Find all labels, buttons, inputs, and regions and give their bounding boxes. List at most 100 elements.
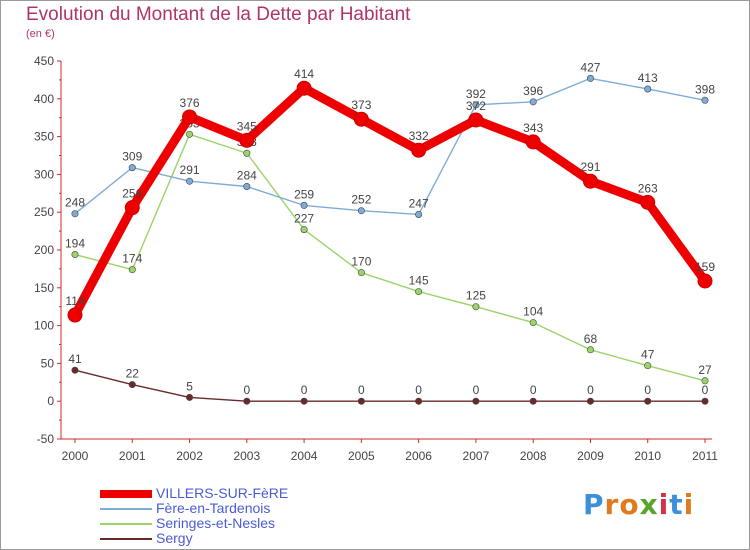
data-point (71, 210, 79, 218)
data-point (529, 397, 537, 405)
data-point (701, 96, 709, 104)
data-label: 392 (466, 87, 486, 101)
data-label: 22 (126, 367, 140, 381)
x-tick-label: 2004 (291, 449, 318, 463)
data-point (582, 173, 598, 189)
series-line (74, 133, 706, 382)
data-point (357, 269, 365, 277)
x-tick-label: 2009 (577, 449, 604, 463)
logo-letter: o (619, 488, 640, 521)
logo-letter: r (604, 488, 620, 521)
data-point (186, 393, 194, 401)
data-point (586, 346, 594, 354)
y-tick-label: 450 (34, 54, 54, 68)
series-line (70, 83, 710, 320)
data-label: 247 (409, 196, 429, 210)
data-label: 41 (68, 352, 82, 366)
legend-label: Seringes-et-Nesles (156, 515, 276, 531)
logo-letter: i (683, 488, 695, 521)
data-point (472, 101, 480, 109)
data-point (644, 85, 652, 93)
y-tick-label: 200 (34, 243, 54, 257)
y-tick-label: 0 (47, 394, 54, 408)
data-point (243, 149, 251, 157)
chart-title: Evolution du Montant de la Dette par Hab… (26, 4, 411, 25)
data-label: 263 (638, 181, 658, 195)
logo-letter: i (658, 488, 670, 521)
data-point (300, 201, 308, 209)
data-point (186, 130, 194, 138)
data-label: 194 (65, 237, 85, 251)
proxiti-logo: Proxiti (583, 488, 694, 521)
x-tick-label: 2006 (405, 449, 432, 463)
data-label: 248 (65, 196, 85, 210)
data-label: 0 (415, 383, 422, 397)
data-label: 0 (301, 383, 308, 397)
data-label: 0 (473, 383, 480, 397)
legend-item: Sergy (100, 530, 330, 546)
data-point (71, 251, 79, 259)
data-point (525, 134, 541, 150)
data-point (529, 98, 537, 106)
data-label: 27 (698, 363, 712, 377)
data-point (468, 112, 484, 128)
series-line (74, 77, 706, 216)
x-tick-label: 2003 (233, 449, 260, 463)
legend-label: Fère-en-Tardenois (156, 500, 271, 516)
data-point (243, 397, 251, 405)
y-tick-label: 50 (41, 356, 55, 370)
data-point (182, 109, 198, 125)
data-point (186, 177, 194, 185)
data-label: 256 (122, 187, 142, 201)
data-point (415, 210, 423, 218)
legend-swatch (100, 523, 152, 525)
data-label: 5 (186, 379, 193, 393)
data-point (357, 397, 365, 405)
y-tick-label: 400 (34, 92, 54, 106)
y-tick-label: 250 (34, 205, 54, 219)
legend-item: Seringes-et-Nesles (100, 515, 330, 531)
data-point (701, 377, 709, 385)
data-point (353, 111, 369, 127)
data-label: 414 (294, 67, 314, 81)
data-label: 291 (180, 163, 200, 177)
data-label: 373 (351, 98, 371, 112)
data-point (640, 194, 656, 210)
data-label: 0 (358, 383, 365, 397)
data-label: 227 (294, 212, 314, 226)
data-label: 68 (584, 332, 598, 346)
data-point (472, 303, 480, 311)
data-label: 372 (466, 99, 486, 113)
data-point (296, 80, 312, 96)
legend-item: VILLERS-SUR-FèRE (100, 485, 330, 501)
y-tick-label: 300 (34, 167, 54, 181)
data-label: 170 (351, 255, 371, 269)
x-tick-label: 2000 (62, 449, 89, 463)
legend-label: VILLERS-SUR-FèRE (156, 485, 289, 501)
logo-letter: x (639, 488, 659, 521)
data-point (644, 397, 652, 405)
data-label: 291 (580, 160, 600, 174)
data-point (71, 366, 79, 374)
data-point (644, 362, 652, 370)
data-label: 284 (237, 168, 257, 182)
data-point (300, 226, 308, 234)
data-point (472, 397, 480, 405)
y-tick-label: 100 (34, 319, 54, 333)
legend-label: Sergy (156, 530, 193, 546)
legend-item: Fère-en-Tardenois (100, 500, 330, 516)
legend-swatch (100, 508, 152, 510)
data-label: 0 (702, 383, 709, 397)
data-label: 145 (409, 274, 429, 288)
legend-swatch (100, 490, 152, 498)
data-label: 174 (122, 252, 142, 266)
data-label: 252 (351, 193, 371, 207)
data-label: 332 (409, 129, 429, 143)
data-label: 376 (180, 96, 200, 110)
y-tick-label: -50 (37, 432, 55, 446)
x-tick-label: 2007 (463, 449, 490, 463)
x-tick-label: 2008 (520, 449, 547, 463)
legend-swatch (100, 538, 152, 540)
data-label: 104 (523, 305, 543, 319)
